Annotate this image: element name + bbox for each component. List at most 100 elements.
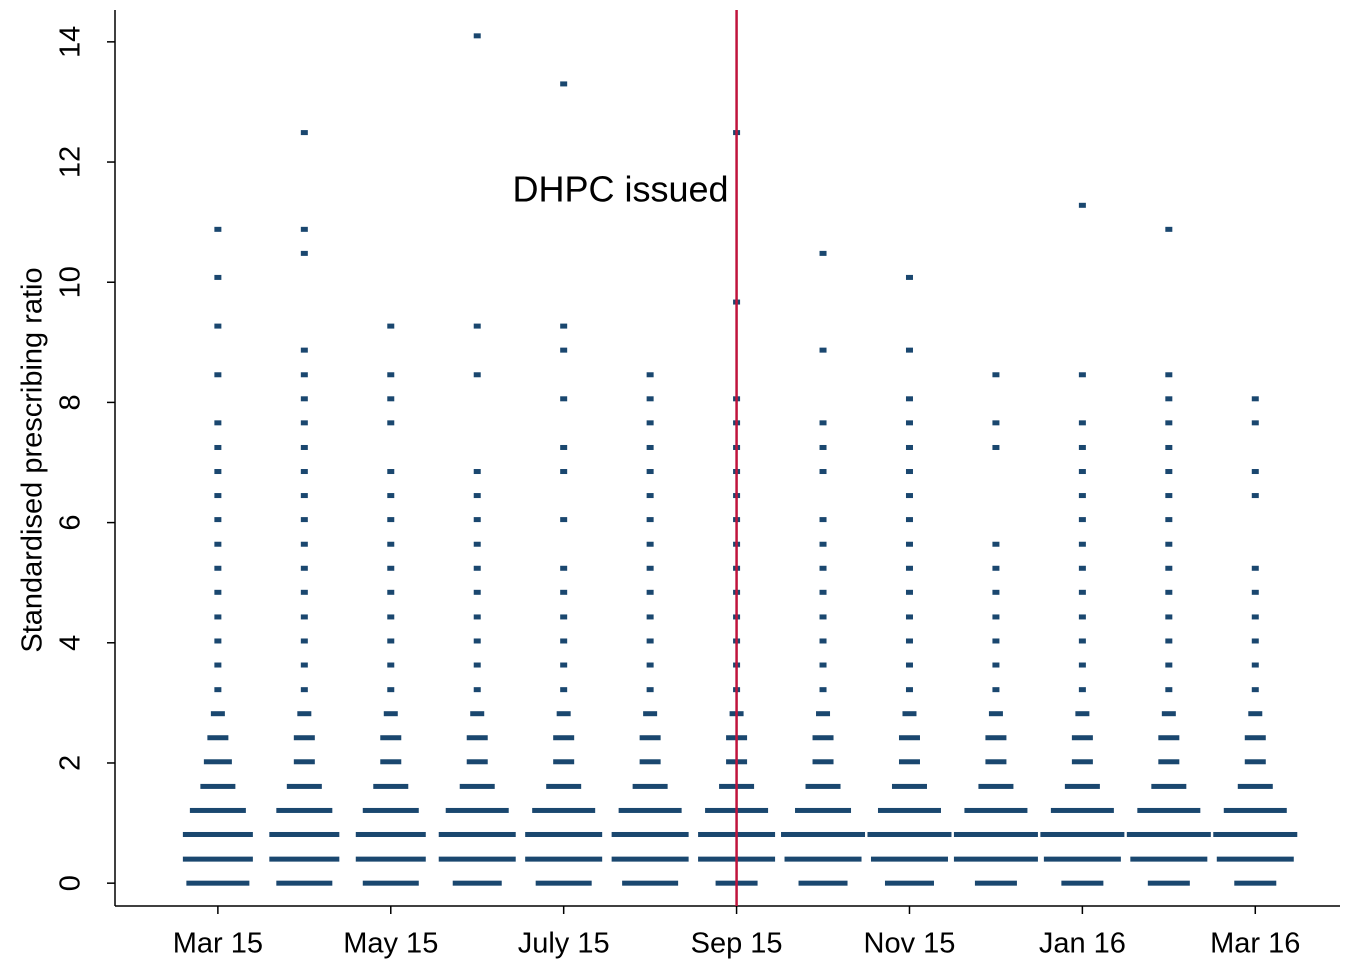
dot-strip xyxy=(214,493,222,499)
dot-strip xyxy=(902,711,917,717)
dot-strip xyxy=(1165,226,1173,232)
dot-strip xyxy=(905,347,913,353)
dot-strip xyxy=(560,517,568,523)
dot-strip xyxy=(992,444,1000,450)
dot-strip xyxy=(1165,687,1173,693)
dot-strip xyxy=(525,856,603,862)
y-tick-label: 14 xyxy=(55,26,87,58)
dot-strip xyxy=(214,589,222,595)
dot-strip xyxy=(905,493,913,499)
dot-strip xyxy=(819,565,827,571)
dot-strip xyxy=(535,880,592,886)
dot-strip xyxy=(1130,856,1208,862)
dot-strip xyxy=(560,638,568,644)
dot-strip xyxy=(974,880,1017,886)
dot-strip xyxy=(459,783,495,789)
dot-strip xyxy=(470,711,485,717)
dot-strip xyxy=(1244,735,1266,741)
dot-strip xyxy=(1078,202,1086,208)
dot-strip xyxy=(556,711,571,717)
dot-strip xyxy=(445,807,509,813)
dot-strip xyxy=(805,783,841,789)
dot-strip xyxy=(214,274,222,280)
dot-strip xyxy=(293,759,315,765)
dot-strip xyxy=(276,880,333,886)
dot-strip xyxy=(1078,469,1086,475)
x-tick-label: Jan 16 xyxy=(1039,928,1126,960)
dot-strip xyxy=(1251,565,1259,571)
dot-strip xyxy=(992,372,1000,378)
dot-strip xyxy=(560,396,568,402)
dot-strip xyxy=(380,735,402,741)
dot-strip xyxy=(646,614,654,620)
dot-strip xyxy=(286,783,322,789)
dot-strip xyxy=(1161,711,1176,717)
y-tick-label: 0 xyxy=(55,875,87,891)
dot-strip xyxy=(214,469,222,475)
dot-strip xyxy=(1165,517,1173,523)
dot-strip xyxy=(214,638,222,644)
dot-strip xyxy=(646,638,654,644)
dot-strip xyxy=(1078,420,1086,426)
dot-strip xyxy=(1251,420,1259,426)
dot-strip xyxy=(387,493,395,499)
dot-strip xyxy=(297,711,312,717)
dot-strip xyxy=(905,396,913,402)
dot-strip xyxy=(905,420,913,426)
dot-strip xyxy=(473,493,481,499)
dot-strip xyxy=(639,759,661,765)
dot-strip xyxy=(1244,759,1266,765)
dot-strip xyxy=(1078,614,1086,620)
dot-strip xyxy=(898,759,920,765)
dot-strip xyxy=(905,469,913,475)
dot-strip xyxy=(1251,589,1259,595)
dot-strip xyxy=(473,323,481,329)
dot-strip xyxy=(300,347,308,353)
dot-strip xyxy=(646,420,654,426)
dot-strip xyxy=(473,614,481,620)
dot-strip xyxy=(189,807,246,813)
dot-strip xyxy=(1151,783,1187,789)
annotation: DHPC issued xyxy=(512,169,728,210)
dot-strip xyxy=(1165,396,1173,402)
dot-strip xyxy=(905,687,913,693)
dot-strip xyxy=(560,565,568,571)
dot-strip xyxy=(1165,372,1173,378)
y-tick-label: 6 xyxy=(55,515,87,531)
dot-strip xyxy=(611,856,689,862)
x-tick-label: Sep 15 xyxy=(691,928,783,960)
dot-strip xyxy=(186,880,250,886)
dot-strip xyxy=(438,856,516,862)
dot-strip xyxy=(473,565,481,571)
dot-strip xyxy=(214,420,222,426)
dot-strip xyxy=(300,372,308,378)
dot-strip xyxy=(473,469,481,475)
dot-strip xyxy=(1050,807,1114,813)
dot-strip xyxy=(812,759,834,765)
dot-strip xyxy=(1165,662,1173,668)
dot-strip xyxy=(1078,662,1086,668)
dot-strip xyxy=(438,831,516,837)
dot-strip xyxy=(182,831,253,837)
dot-strip xyxy=(362,880,419,886)
dot-strip xyxy=(300,396,308,402)
dot-strip xyxy=(1251,614,1259,620)
dot-strip xyxy=(819,444,827,450)
dot-strip xyxy=(905,444,913,450)
dot-strip xyxy=(560,81,568,87)
dot-strip xyxy=(816,711,831,717)
dot-strip xyxy=(383,711,398,717)
dot-strip xyxy=(992,589,1000,595)
dot-strip xyxy=(207,735,229,741)
dot-strip xyxy=(532,807,596,813)
dot-strip xyxy=(646,493,654,499)
dot-strip xyxy=(646,565,654,571)
dot-strip xyxy=(560,347,568,353)
dot-strip xyxy=(1216,856,1294,862)
dot-strip xyxy=(300,638,308,644)
dot-strip xyxy=(300,541,308,547)
dot-strip xyxy=(387,638,395,644)
dot-strip xyxy=(646,517,654,523)
dot-strip xyxy=(905,638,913,644)
dot-strip xyxy=(992,541,1000,547)
